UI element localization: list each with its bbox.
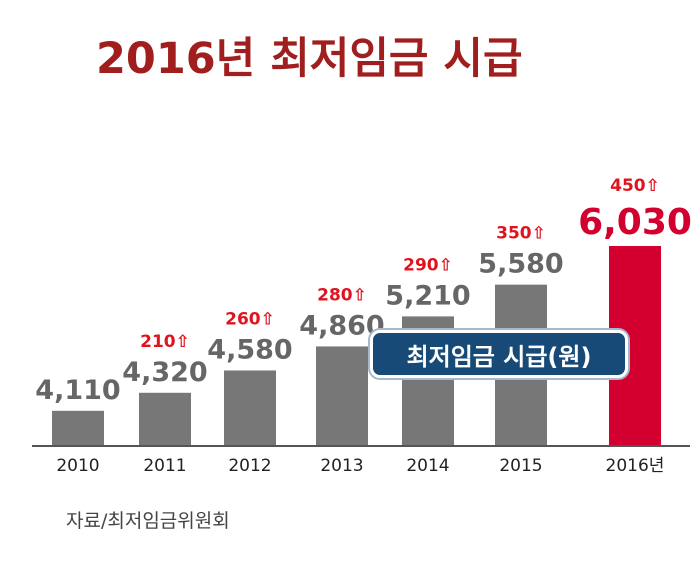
- increase-label: 450⇧: [610, 176, 660, 196]
- increase-label: 210⇧: [140, 332, 190, 352]
- increase-label: 280⇧: [317, 285, 367, 305]
- x-tick-label: 2016년: [606, 456, 665, 476]
- increase-label: 290⇧: [403, 255, 453, 275]
- x-tick-label: 2015: [499, 456, 542, 476]
- value-label: 4,320: [122, 357, 207, 388]
- source-note: 자료/최저임금위원회: [66, 510, 230, 532]
- value-label: 4,580: [207, 334, 292, 365]
- bar-2010: [52, 410, 104, 446]
- legend-badge: 최저임금 시급(원): [370, 330, 628, 378]
- increase-label: 350⇧: [496, 224, 546, 244]
- value-label: 6,030: [578, 202, 692, 243]
- x-tick-label: 2013: [320, 456, 363, 476]
- x-axis: 2010 2011 2012 2013 2014 2015 2016년: [32, 445, 690, 476]
- x-tick-label: 2014: [406, 456, 449, 476]
- bar-2011: [139, 392, 191, 446]
- chart-title: 2016년 최저임금 시급: [96, 34, 523, 84]
- x-tick-label: 2010: [56, 456, 99, 476]
- x-tick-label: 2012: [228, 456, 271, 476]
- value-label: 5,210: [385, 280, 470, 311]
- bar-2013: [316, 346, 368, 446]
- increase-labels-layer: 210⇧ 260⇧ 280⇧ 290⇧ 350⇧ 450⇧: [140, 176, 660, 352]
- bars-layer: [52, 246, 661, 446]
- value-label: 5,580: [478, 249, 563, 280]
- bar-2012: [224, 370, 276, 446]
- x-tick-label: 2011: [143, 456, 186, 476]
- value-label: 4,110: [35, 375, 120, 406]
- increase-label: 260⇧: [225, 309, 275, 329]
